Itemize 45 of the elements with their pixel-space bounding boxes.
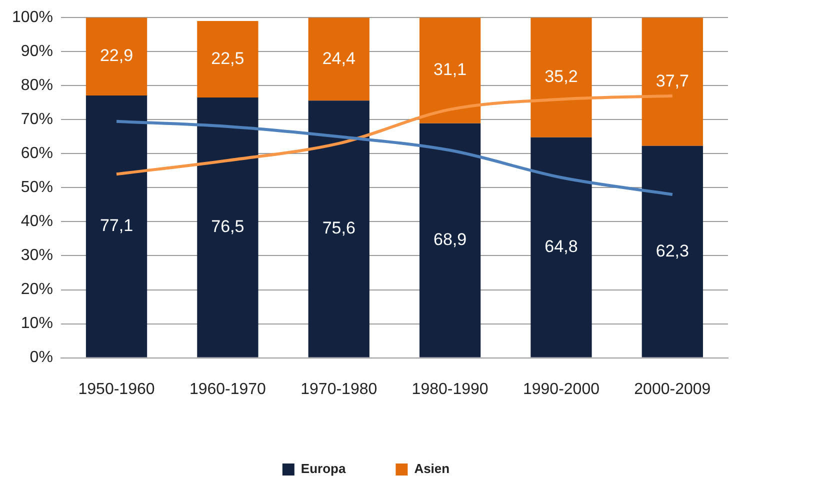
legend-label: Europa: [300, 461, 346, 476]
bar: [197, 98, 258, 358]
bar: [308, 100, 370, 358]
data-label: 35,2: [544, 67, 578, 86]
y-tick-label: 0%: [30, 349, 53, 366]
data-label: 77,1: [100, 216, 134, 236]
bar: [419, 123, 481, 358]
x-tick-label: 1950-1960: [78, 380, 155, 398]
data-label: 31,1: [434, 60, 467, 80]
bar: [419, 18, 481, 124]
data-label: 24,4: [322, 48, 356, 68]
bar: [530, 137, 592, 358]
y-tick-label: 80%: [20, 77, 53, 94]
y-tick-label: 90%: [20, 43, 53, 60]
line-series: [115, 94, 674, 176]
data-label: 64,8: [544, 237, 578, 256]
data-label: 75,6: [322, 218, 356, 238]
bar: [642, 18, 703, 146]
y-tick-label: 60%: [20, 145, 53, 162]
y-tick-label: 30%: [20, 247, 53, 264]
x-tick-label: 1990-2000: [522, 380, 600, 398]
bar: [86, 18, 148, 96]
y-tick-label: 50%: [20, 179, 53, 196]
y-tick-label: 20%: [20, 281, 53, 298]
data-label: 22,9: [100, 46, 134, 66]
bar: [197, 21, 258, 98]
bar: [642, 146, 703, 358]
line-series: [115, 120, 674, 196]
bar: [86, 96, 148, 358]
legend-label: Asien: [414, 461, 450, 476]
data-label: 68,9: [434, 230, 467, 250]
x-tick-label: 1970-1980: [300, 380, 378, 398]
x-tick-label: 2000-2009: [634, 380, 711, 398]
y-tick-label: 100%: [12, 9, 53, 26]
data-label: 22,5: [211, 48, 244, 68]
bar: [308, 18, 370, 101]
bar: [530, 18, 592, 138]
x-tick-label: 1980-1990: [412, 380, 488, 398]
y-tick-label: 40%: [20, 213, 53, 230]
data-label: 37,7: [656, 71, 689, 90]
data-label: 62,3: [656, 241, 689, 260]
y-tick-label: 70%: [20, 111, 53, 128]
x-tick-label: 1960-1970: [189, 380, 266, 398]
data-label: 76,5: [211, 217, 244, 236]
y-tick-label: 10%: [20, 315, 53, 332]
